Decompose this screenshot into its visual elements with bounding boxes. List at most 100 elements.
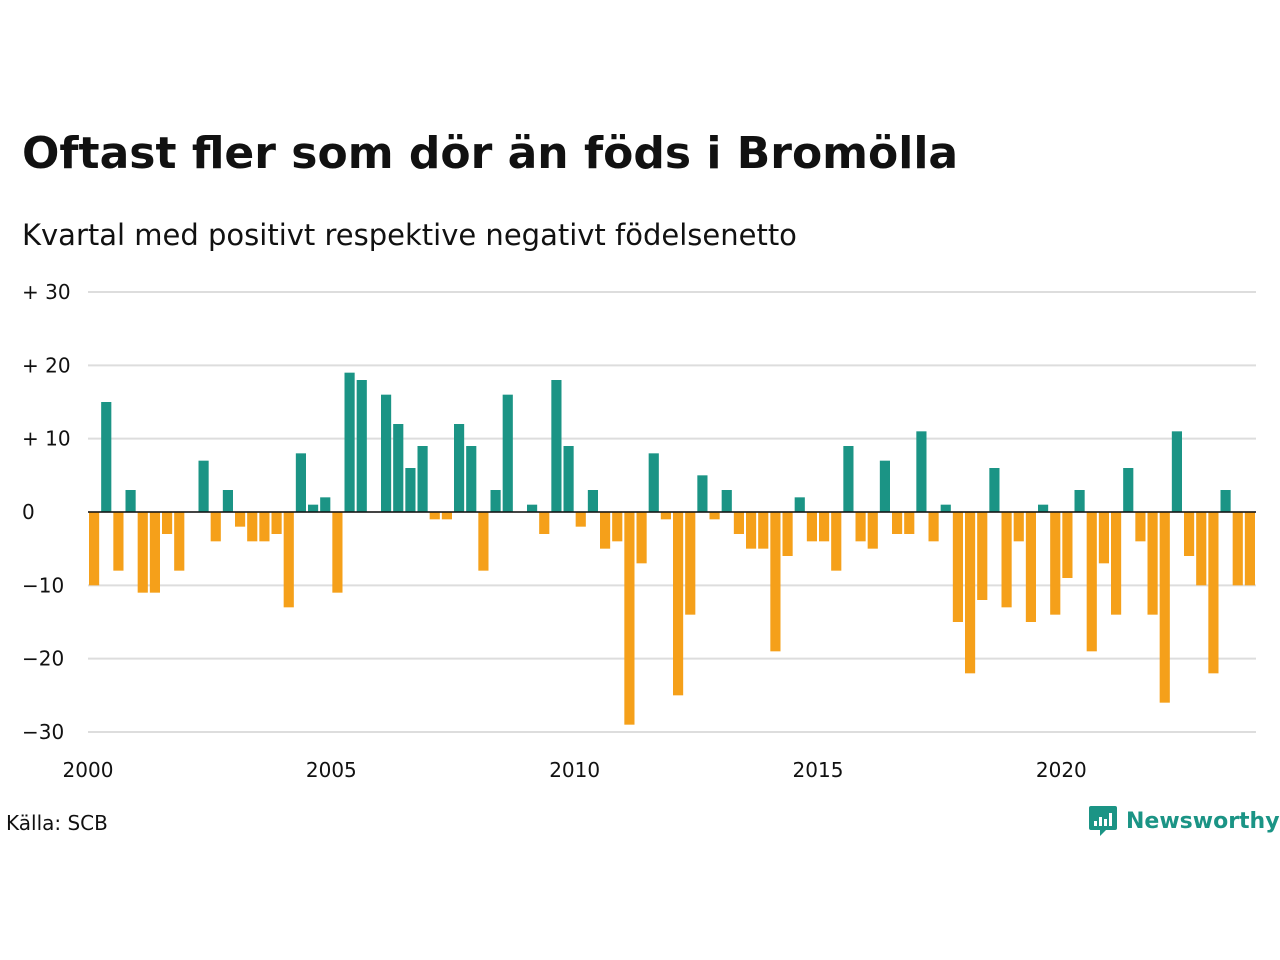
x-tick-label: 2010 (549, 758, 600, 782)
y-axis-ticks: + 30 + 20 + 10 0 −10 −20 −30 (22, 280, 71, 744)
bar (904, 512, 915, 534)
y-tick-label: −20 (22, 647, 64, 671)
bar (721, 490, 732, 512)
bar (1232, 512, 1243, 586)
bar (892, 512, 903, 534)
bar (624, 512, 635, 725)
bar (125, 490, 136, 512)
bar (235, 512, 246, 527)
bar (539, 512, 550, 534)
x-tick-label: 2000 (63, 758, 114, 782)
bar (697, 475, 708, 512)
bar (1074, 490, 1085, 512)
bar (1220, 490, 1231, 512)
bar (1135, 512, 1146, 542)
x-tick-label: 2015 (793, 758, 844, 782)
source-label: Källa: SCB (6, 811, 108, 835)
bar-chart: + 30+ 20+ 100−10−20−30 2000 2005 2010 2015 2… (22, 280, 1256, 782)
bar (344, 372, 355, 512)
bar (454, 424, 465, 512)
bar (320, 497, 331, 512)
bar (1062, 512, 1073, 578)
x-tick-label: 2005 (306, 758, 357, 782)
bar (1171, 431, 1182, 512)
bar (1038, 504, 1049, 512)
bar (1111, 512, 1122, 615)
bar (113, 512, 124, 571)
bar (952, 512, 963, 622)
bar (782, 512, 793, 556)
newsworthy-logo-icon (1089, 806, 1117, 836)
chart-subtitle: Kvartal med positivt respektive negativt… (22, 218, 797, 252)
bar (441, 512, 452, 520)
bar (210, 512, 221, 542)
bar (1196, 512, 1207, 586)
bars (89, 372, 1255, 725)
bar (733, 512, 744, 534)
bar (1159, 512, 1170, 703)
bar (295, 453, 306, 512)
bar (417, 446, 428, 512)
bar (308, 504, 319, 512)
brand-logo[interactable]: Newsworthy (1088, 804, 1280, 838)
bar (563, 446, 574, 512)
chart-title: Oftast fler som dör än föds i Bromölla (22, 128, 959, 179)
bar (989, 468, 1000, 512)
y-tick-label: −30 (22, 720, 64, 744)
bar (843, 446, 854, 512)
bar (575, 512, 586, 527)
bar (831, 512, 842, 571)
bar (1098, 512, 1109, 564)
bar (794, 497, 805, 512)
bar (806, 512, 817, 542)
y-tick-label: + 10 (22, 427, 71, 451)
bar (162, 512, 173, 534)
bar (1013, 512, 1024, 542)
brand-name: Newsworthy (1126, 808, 1280, 834)
bar (490, 490, 501, 512)
bar (600, 512, 611, 549)
bar (101, 402, 112, 512)
bar (1208, 512, 1219, 674)
bar (332, 512, 343, 593)
bar (149, 512, 160, 593)
bar (1147, 512, 1158, 615)
bar (1001, 512, 1012, 608)
bar (429, 512, 440, 520)
bar (222, 490, 233, 512)
bar (271, 512, 282, 534)
bar (758, 512, 769, 549)
bar (137, 512, 148, 593)
bar (356, 380, 367, 512)
bar (685, 512, 696, 615)
bar (916, 431, 927, 512)
bar (478, 512, 489, 571)
bar (587, 490, 598, 512)
bar (612, 512, 623, 542)
bar (746, 512, 757, 549)
bar (770, 512, 781, 652)
bar (393, 424, 404, 512)
bar (527, 504, 538, 512)
bar (259, 512, 270, 542)
bar (1244, 512, 1255, 586)
bar (709, 512, 720, 520)
y-tick-label: + 30 (22, 280, 71, 304)
y-tick-label: 0 (22, 500, 35, 524)
bar (466, 446, 477, 512)
x-axis-ticks: 2000 2005 2010 2015 2020 (63, 758, 1087, 782)
bar (1086, 512, 1097, 652)
bar (551, 380, 562, 512)
bar (673, 512, 684, 696)
bar (174, 512, 185, 571)
bar (381, 394, 392, 512)
y-tick-label: + 20 (22, 353, 71, 377)
bar (247, 512, 258, 542)
bar (89, 512, 100, 586)
bar (928, 512, 939, 542)
bar (636, 512, 647, 564)
bar (867, 512, 878, 549)
y-tick-label: −10 (22, 573, 64, 597)
bar (1123, 468, 1134, 512)
bar (965, 512, 976, 674)
